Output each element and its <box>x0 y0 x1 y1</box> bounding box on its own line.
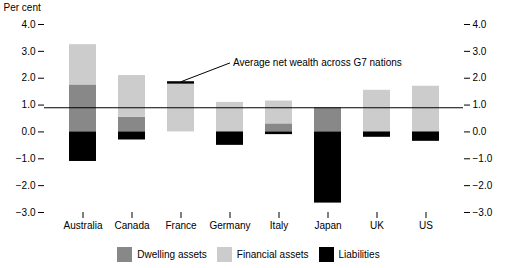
svg-text:Australia: Australia <box>64 220 103 231</box>
svg-text:0.0: 0.0 <box>473 126 487 137</box>
html-text:Dwelling assets: Dwelling assets <box>137 249 207 260</box>
svg-text:4.0: 4.0 <box>473 19 487 30</box>
svg-text:−1.0: −1.0 <box>473 153 493 164</box>
svg-text:3.0: 3.0 <box>473 46 487 57</box>
svg-text:1.0: 1.0 <box>22 99 36 110</box>
svg-text:Per cent: Per cent <box>4 2 41 13</box>
html-text:Liabilities: Liabilities <box>338 249 380 260</box>
svg-text:US: US <box>419 220 433 231</box>
svg-text:UK: UK <box>370 220 384 231</box>
svg-text:−1.0: −1.0 <box>16 153 36 164</box>
svg-text:2.0: 2.0 <box>473 72 487 83</box>
svg-text:1.0: 1.0 <box>473 99 487 110</box>
svg-text:−2.0: −2.0 <box>16 180 36 191</box>
svg-text:4.0: 4.0 <box>22 19 36 30</box>
svg-text:2.0: 2.0 <box>22 72 36 83</box>
svg-text:3.0: 3.0 <box>22 46 36 57</box>
svg-text:Canada: Canada <box>114 220 149 231</box>
svg-text:0.0: 0.0 <box>22 126 36 137</box>
svg-text:Germany: Germany <box>209 220 250 231</box>
svg-text:−3.0: −3.0 <box>473 207 493 218</box>
svg-text:Japan: Japan <box>314 220 341 231</box>
svg-text:−2.0: −2.0 <box>473 180 493 191</box>
svg-text:−3.0: −3.0 <box>16 207 36 218</box>
svg-text:Italy: Italy <box>270 220 288 231</box>
svg-text:France: France <box>165 220 197 231</box>
html-text:Financial assets: Financial assets <box>236 249 309 260</box>
svg-text:Average net wealth across G7 n: Average net wealth across G7 nations <box>233 57 402 68</box>
